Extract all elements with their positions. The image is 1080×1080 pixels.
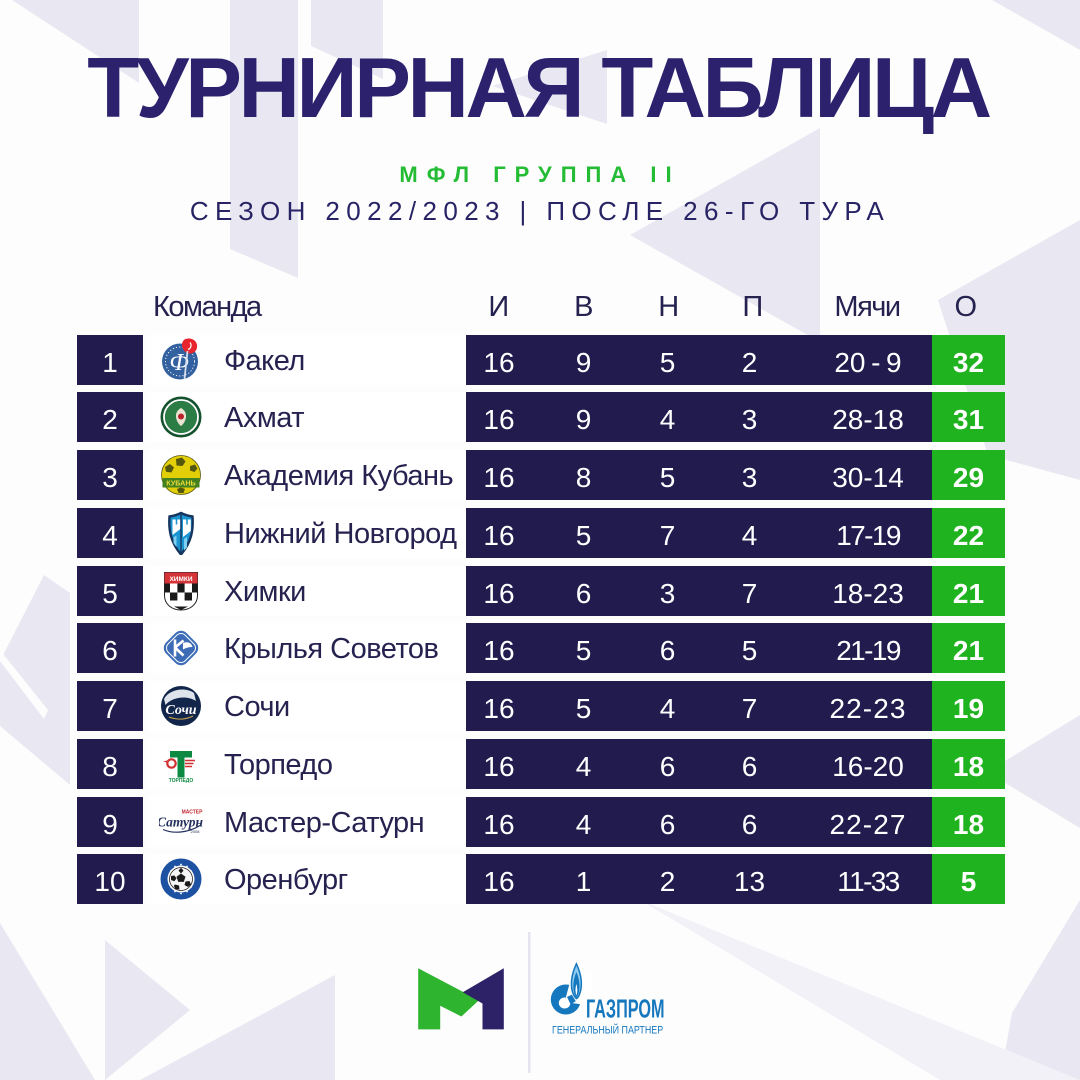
svg-text:Ф: Ф [169, 350, 188, 376]
svg-text:ТОРПЕДО: ТОРПЕДО [169, 778, 194, 784]
svg-text:2008: 2008 [191, 829, 201, 834]
svg-text:КУБАНЬ: КУБАНЬ [166, 479, 195, 488]
svg-text:МАСТЕР: МАСТЕР [182, 809, 203, 815]
svg-text:Сатурн: Сатурн [159, 814, 203, 829]
svg-text:Сочи: Сочи [165, 703, 196, 718]
svg-text:ГАЗПРОМ: ГАЗПРОМ [586, 993, 665, 1023]
svg-text:ГЕНЕРАЛЬНЫЙ ПАРТНЕР: ГЕНЕРАЛЬНЫЙ ПАРТНЕР [552, 1023, 663, 1036]
svg-text:ХИМКИ: ХИМКИ [169, 576, 192, 583]
